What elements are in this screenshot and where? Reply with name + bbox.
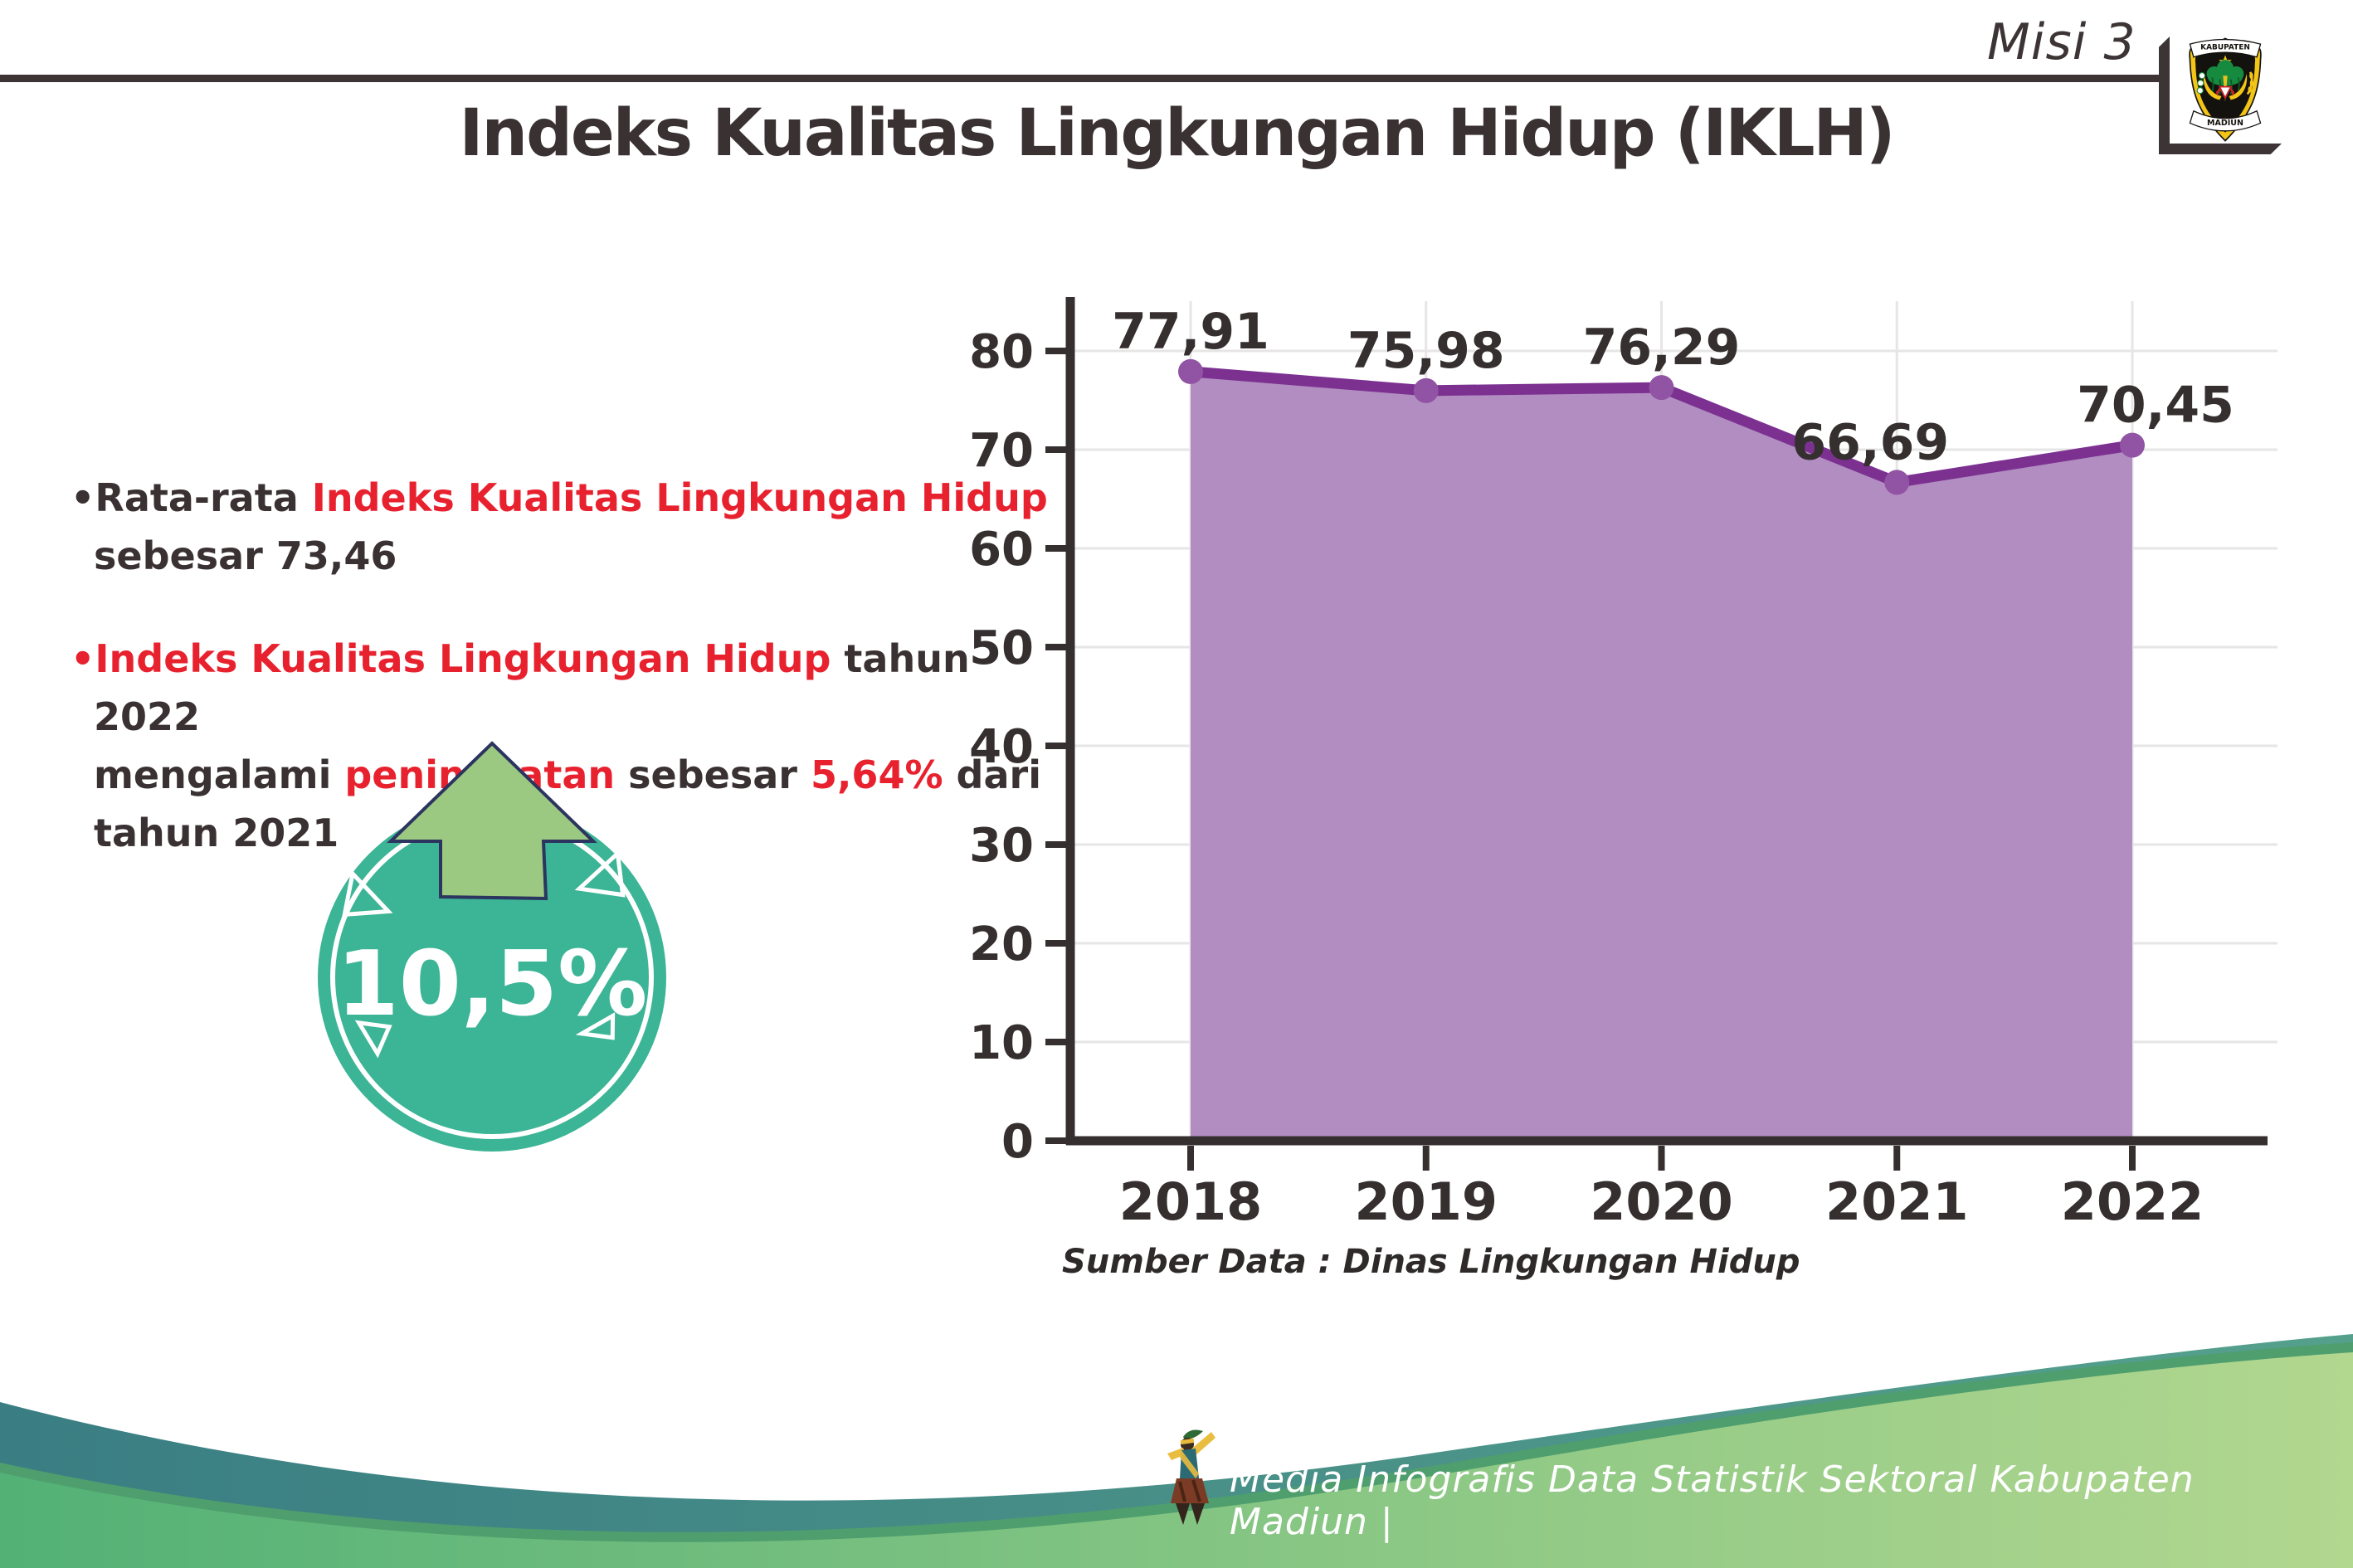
chart-marker xyxy=(1178,358,1203,384)
chart-marker xyxy=(1884,470,1910,495)
chart-area xyxy=(1191,371,2132,1140)
chart-y-tick-label: 10 xyxy=(969,1016,1034,1070)
chart-y-tick-label: 70 xyxy=(969,424,1034,478)
bullet-text-highlight: 5,64% xyxy=(810,752,943,797)
header-rule xyxy=(0,75,2165,82)
chart-data-label: 70,45 xyxy=(2077,377,2234,435)
misi-label: Misi 3 xyxy=(1987,13,2136,71)
logo-frame-bottom xyxy=(2159,144,2282,154)
chart-y-tick-label: 30 xyxy=(969,819,1034,873)
chart-x-tick-label: 2019 xyxy=(1354,1171,1498,1232)
chart-data-label: 77,91 xyxy=(1112,303,1269,361)
bullet-text: tahun 2022 xyxy=(94,635,970,739)
chart-source-note: Sumber Data : Dinas Lingkungan Hidup xyxy=(1062,1243,1800,1281)
chart-x-tick-label: 2020 xyxy=(1590,1171,1733,1232)
bullet-text: •Rata-rata xyxy=(71,475,312,520)
increase-arrow-icon xyxy=(387,741,597,901)
bullet-text: dari xyxy=(943,752,1041,797)
bullet-text: mengalami xyxy=(94,752,345,797)
chart-data-label: 76,29 xyxy=(1583,319,1741,377)
chart-y-tick-label: 0 xyxy=(1001,1115,1034,1169)
bullet-text-highlight: •Indeks Kualitas Lingkungan Hidup xyxy=(71,635,831,681)
chart-y-tick-label: 50 xyxy=(969,621,1034,675)
chart-data-label: 66,69 xyxy=(1791,413,1949,471)
bullet-text-highlight: Indeks Kualitas Lingkungan Hidup xyxy=(311,475,1048,520)
bullet-text: sebesar 73,46 xyxy=(94,533,397,578)
logo-banner-top: KABUPATEN xyxy=(2200,43,2250,51)
chart-x-tick-label: 2022 xyxy=(2061,1171,2204,1232)
chart-data-label: 75,98 xyxy=(1347,322,1505,380)
chart-x-tick-label: 2018 xyxy=(1119,1171,1263,1232)
bullet-iklh-increase: •Indeks Kualitas Lingkungan Hidup tahun … xyxy=(71,631,1066,863)
chart-y-tick-label: 20 xyxy=(969,918,1034,971)
chart-y-tick-label: 40 xyxy=(969,720,1034,774)
chart-y-tick-label: 60 xyxy=(969,523,1034,577)
chart-marker xyxy=(2120,432,2145,458)
logo-banner-bottom: MADIUN xyxy=(2207,119,2243,128)
chart-marker xyxy=(1413,377,1439,403)
chart-x-tick-label: 2021 xyxy=(1825,1171,1969,1232)
chart-marker xyxy=(1649,375,1674,401)
badge-value: 10,5% xyxy=(337,933,648,1036)
bullet-text: tahun 2021 xyxy=(94,810,339,855)
bullet-average-iklh: •Rata-rata Indeks Kualitas Lingkungan Hi… xyxy=(71,470,1066,586)
key-findings: •Rata-rata Indeks Kualitas Lingkungan Hi… xyxy=(71,470,1066,862)
kabupaten-madiun-logo: KABUPATEN MADIUN xyxy=(2189,37,2262,142)
chart-y-tick-label: 80 xyxy=(969,325,1034,379)
increase-badge: 10,5% xyxy=(318,741,666,1152)
bullet-text: sebesar xyxy=(615,752,811,797)
logo-frame-vertical xyxy=(2159,37,2170,154)
page-title: Indeks Kualitas Lingkungan Hidup (IKLH) xyxy=(459,96,1896,171)
footer-caption: Media Infografis Data Statistik Sektoral… xyxy=(1230,1458,2195,1543)
